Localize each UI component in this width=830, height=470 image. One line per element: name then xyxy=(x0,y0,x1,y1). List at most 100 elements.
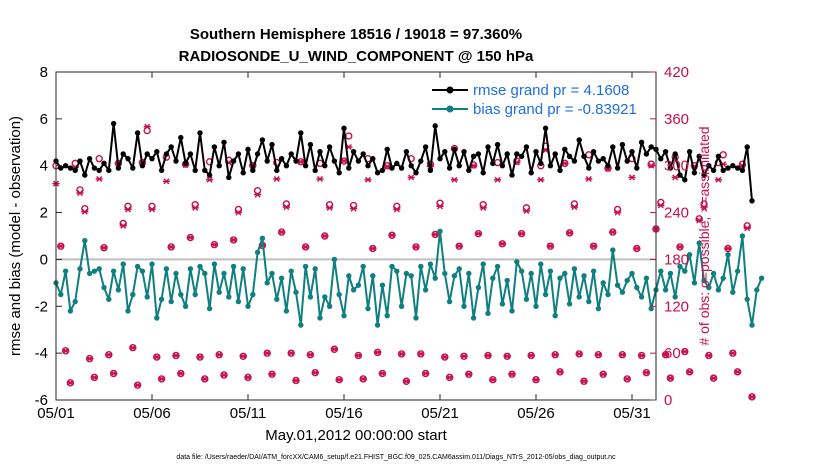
bias-point xyxy=(605,291,611,298)
y-left-tick-label: 0 xyxy=(40,251,48,268)
bias-point xyxy=(322,294,328,300)
rmse-point xyxy=(211,144,218,150)
possible-obs-marker xyxy=(229,236,238,244)
bias-point xyxy=(432,275,438,281)
possible-obs-marker xyxy=(109,369,118,378)
bias-point xyxy=(514,259,520,265)
assimilated-obs-marker xyxy=(628,174,636,181)
asterisk-stroke xyxy=(211,241,218,248)
possible-obs-marker xyxy=(666,374,675,382)
rmse-point xyxy=(110,120,117,127)
possible-obs-marker xyxy=(253,187,262,195)
bias-point xyxy=(398,303,405,309)
bias-point xyxy=(149,261,155,267)
y-left-tick-label: 2 xyxy=(40,205,48,222)
legend: rmse grand pr = 4.1608 bias grand pr = -… xyxy=(432,82,637,118)
possible-obs-marker xyxy=(527,351,535,360)
asterisk-stroke xyxy=(364,176,372,183)
asterisk-stroke xyxy=(580,378,588,385)
bias-point xyxy=(566,301,573,307)
asterisk-stroke xyxy=(432,231,439,238)
rmse-point xyxy=(658,155,664,162)
rmse-point xyxy=(274,167,280,174)
asterisk-stroke xyxy=(216,351,223,358)
bias-point xyxy=(187,266,194,272)
asterisk-stroke xyxy=(331,346,338,353)
bias-point xyxy=(274,296,280,302)
rmse-point xyxy=(370,155,376,162)
rmse-point xyxy=(58,165,64,171)
rmse-point xyxy=(682,177,688,183)
rmse-point xyxy=(504,151,510,157)
possible-obs-marker xyxy=(445,373,454,382)
rmse-point xyxy=(739,167,746,174)
asterisk-stroke xyxy=(388,232,396,239)
rmse-point xyxy=(115,165,122,171)
possible-obs-marker xyxy=(306,351,315,359)
assimilated-obs-marker xyxy=(316,175,324,183)
bias-point xyxy=(456,266,462,272)
bias-point xyxy=(130,291,136,298)
asterisk-stroke xyxy=(676,243,684,250)
bias-point xyxy=(480,261,486,267)
bias-point xyxy=(134,263,141,270)
bias-point xyxy=(230,263,237,270)
possible-obs-marker xyxy=(565,229,574,237)
rmse-point xyxy=(552,151,558,157)
bias-point xyxy=(278,275,285,281)
rmse-point xyxy=(605,163,611,169)
possible-obs-marker xyxy=(157,375,166,383)
y-left-tick-label: 8 xyxy=(40,64,48,81)
asterisk-stroke xyxy=(705,352,712,359)
bias-point xyxy=(250,291,256,298)
possible-obs-marker xyxy=(119,219,127,228)
possible-obs-marker xyxy=(124,202,132,211)
bias-point xyxy=(67,308,74,314)
asterisk-stroke xyxy=(297,158,304,165)
rmse-point xyxy=(614,165,621,171)
y-right-tick-label: 420 xyxy=(664,64,689,81)
y-left-tick-label: 4 xyxy=(40,158,48,175)
bias-point xyxy=(538,261,544,267)
asterisk-stroke xyxy=(638,352,645,359)
bias-point xyxy=(355,282,362,288)
bias-point xyxy=(379,282,386,288)
asterisk-stroke xyxy=(484,352,492,359)
possible-obs-marker xyxy=(743,222,751,230)
asterisk-stroke xyxy=(96,175,103,183)
bias-point xyxy=(470,315,477,321)
possible-obs-marker xyxy=(388,231,396,239)
asterisk-stroke xyxy=(321,232,328,240)
rmse-point xyxy=(648,144,654,150)
asterisk-stroke xyxy=(62,347,69,354)
rmse-point xyxy=(571,158,578,164)
asterisk-stroke xyxy=(201,375,208,382)
data-file-footnote: data file: /Users/raeder/DAI/ATM_forcXX/… xyxy=(176,454,616,461)
asterisk-stroke xyxy=(662,351,669,358)
bias-point xyxy=(754,287,760,293)
rmse-point xyxy=(662,148,669,155)
possible-obs-marker xyxy=(95,154,103,163)
possible-obs-marker xyxy=(465,370,473,378)
bias-point xyxy=(614,282,621,288)
possible-obs-marker xyxy=(517,229,526,238)
rmse-point xyxy=(538,160,544,167)
possible-obs-marker xyxy=(546,242,555,250)
bias-point xyxy=(389,263,395,270)
bias-point xyxy=(298,322,304,328)
rmse-point xyxy=(206,172,213,178)
bias-point xyxy=(206,305,213,312)
bias-point xyxy=(749,322,755,328)
possible-obs-marker xyxy=(215,351,223,359)
rmse-point xyxy=(413,170,419,176)
bias-point xyxy=(562,270,568,277)
bias-point xyxy=(326,303,333,309)
rmse-point xyxy=(82,172,88,178)
possible-obs-marker xyxy=(580,377,588,385)
rmse-point xyxy=(710,167,717,174)
assimilated-obs-marker xyxy=(494,176,502,183)
bias-point xyxy=(82,237,88,244)
rmse-point xyxy=(326,144,333,150)
possible-obs-marker xyxy=(153,353,161,361)
rmse-point xyxy=(715,153,722,160)
